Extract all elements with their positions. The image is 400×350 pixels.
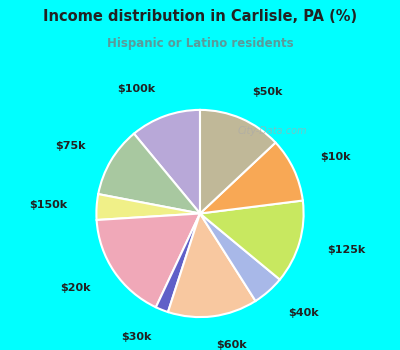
Wedge shape [200,201,304,280]
Wedge shape [97,214,200,307]
Wedge shape [156,214,200,312]
Text: $50k: $50k [253,87,283,97]
Text: $100k: $100k [117,84,155,94]
Text: $75k: $75k [55,141,86,151]
Text: Hispanic or Latino residents: Hispanic or Latino residents [107,37,293,50]
Wedge shape [134,110,200,214]
Wedge shape [200,214,280,301]
Wedge shape [200,110,276,214]
Text: $150k: $150k [30,200,68,210]
Text: $30k: $30k [121,332,151,342]
Text: $40k: $40k [288,308,318,318]
Text: $60k: $60k [217,340,247,350]
Text: Income distribution in Carlisle, PA (%): Income distribution in Carlisle, PA (%) [43,9,357,24]
Wedge shape [200,142,303,214]
Text: City-Data.com: City-Data.com [238,126,307,135]
Wedge shape [98,134,200,214]
Text: $125k: $125k [327,245,366,256]
Wedge shape [96,194,200,220]
Text: $10k: $10k [320,152,350,162]
Text: $20k: $20k [60,283,90,293]
Wedge shape [168,214,256,317]
